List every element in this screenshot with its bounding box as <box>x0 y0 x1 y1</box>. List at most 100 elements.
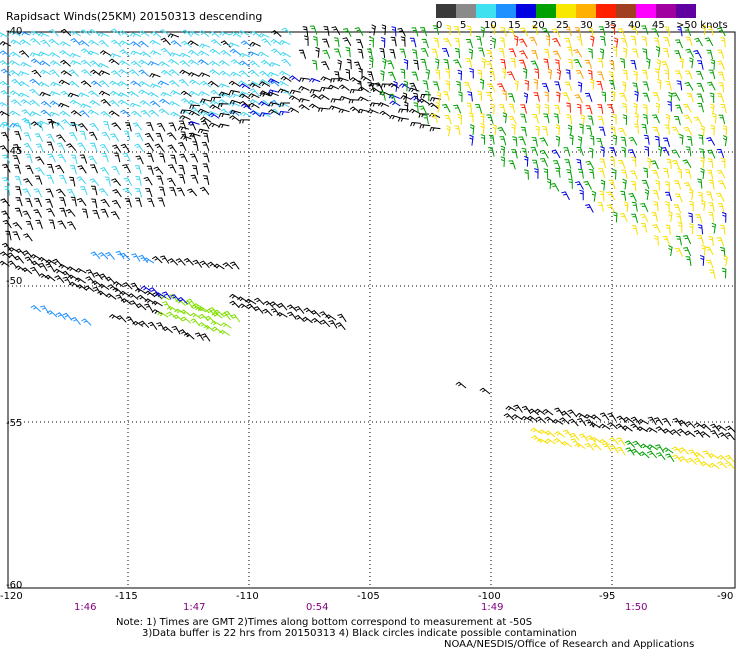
wind-barb <box>642 92 650 103</box>
wind-barb <box>661 61 670 71</box>
wind-barb <box>25 153 33 164</box>
wind-barb <box>89 178 100 187</box>
wind-barb <box>318 94 330 101</box>
wind-barb <box>647 416 657 426</box>
wind-barb <box>718 82 725 93</box>
wind-barb <box>402 92 408 104</box>
wind-barb <box>22 250 33 258</box>
wind-barb <box>8 60 20 66</box>
wind-barb <box>201 141 210 151</box>
wind-barb <box>710 423 720 432</box>
wind-barb <box>56 188 66 197</box>
wind-barb <box>0 40 11 47</box>
wind-barb <box>18 50 30 58</box>
wind-barb <box>5 230 12 241</box>
wind-barb <box>633 70 638 82</box>
wind-barb <box>153 166 164 175</box>
wind-barb <box>704 37 714 47</box>
wind-barb <box>178 78 189 87</box>
wind-barb <box>555 167 561 178</box>
wind-barb <box>465 58 473 68</box>
wind-barb <box>278 70 291 77</box>
wind-barb <box>598 438 610 446</box>
wind-barb <box>177 126 190 131</box>
wind-barb <box>178 329 189 337</box>
wind-barb <box>567 124 573 136</box>
wind-barb <box>521 147 527 158</box>
wind-barb <box>167 144 177 153</box>
wind-barb <box>120 298 132 305</box>
wind-barb <box>188 90 200 97</box>
note-line-3: NOAA/NESDIS/Office of Research and Appli… <box>444 639 695 650</box>
wind-barb <box>485 91 494 102</box>
wind-barb <box>652 224 661 234</box>
wind-barb <box>566 169 573 179</box>
colorbar-swatch <box>596 4 616 18</box>
wind-barb <box>144 303 154 313</box>
wind-barb <box>623 201 629 213</box>
wind-barb <box>717 203 725 213</box>
wind-barb <box>188 71 200 77</box>
wind-barb <box>620 136 627 147</box>
wind-barb <box>92 286 102 296</box>
wind-barb <box>75 267 87 274</box>
wind-barb <box>403 58 409 70</box>
wind-barb <box>80 59 92 67</box>
wind-barb <box>166 305 178 312</box>
wind-barb <box>136 294 148 302</box>
wind-barb <box>499 136 507 146</box>
wind-barb <box>631 213 639 224</box>
wind-barb <box>159 98 171 105</box>
wind-barb <box>189 104 201 109</box>
wind-barb <box>381 24 387 36</box>
wind-barb <box>715 424 727 432</box>
wind-barb <box>530 60 539 70</box>
wind-barb <box>620 37 628 48</box>
wind-barb <box>720 37 726 48</box>
wind-barb <box>189 79 201 86</box>
wind-barb <box>254 297 265 306</box>
wind-barb <box>707 169 714 180</box>
wind-barb <box>672 417 682 427</box>
wind-barb <box>1 210 11 220</box>
colorbar-swatch <box>636 4 656 18</box>
wind-barb <box>174 308 186 315</box>
wind-barb <box>246 303 257 312</box>
longitude-label: -100 <box>478 591 501 602</box>
wind-barb <box>411 27 419 37</box>
wind-barb <box>664 124 670 135</box>
wind-barb <box>49 100 61 107</box>
wind-barb <box>48 111 60 117</box>
wind-barb <box>425 68 431 80</box>
wind-barb <box>661 147 670 156</box>
wind-barb <box>74 277 86 284</box>
wind-barb <box>356 39 364 49</box>
wind-barb <box>269 301 281 309</box>
wind-barb <box>0 50 11 57</box>
wind-barb <box>122 164 131 173</box>
wind-barb <box>411 71 419 81</box>
wind-barb <box>696 82 705 92</box>
wind-barb <box>507 93 516 103</box>
wind-barb <box>208 306 219 315</box>
wind-barb <box>122 187 133 196</box>
wind-barb <box>162 326 173 334</box>
wind-barb <box>588 147 594 159</box>
wind-barb <box>535 416 547 424</box>
wind-barb <box>337 77 349 82</box>
wind-barb <box>650 160 659 170</box>
wind-barb <box>685 421 696 429</box>
wind-barb <box>219 31 231 37</box>
wind-barb <box>684 81 694 91</box>
wind-barb <box>197 306 209 313</box>
wind-barb <box>167 33 180 38</box>
wind-barb <box>403 80 409 92</box>
wind-barb <box>369 102 381 107</box>
wind-barb <box>1 131 10 141</box>
wind-barb <box>130 50 142 56</box>
wind-barb <box>643 167 648 178</box>
wind-barb <box>301 316 313 324</box>
wind-barb <box>662 428 674 436</box>
wind-barb <box>634 90 639 102</box>
wind-barb <box>657 145 663 157</box>
